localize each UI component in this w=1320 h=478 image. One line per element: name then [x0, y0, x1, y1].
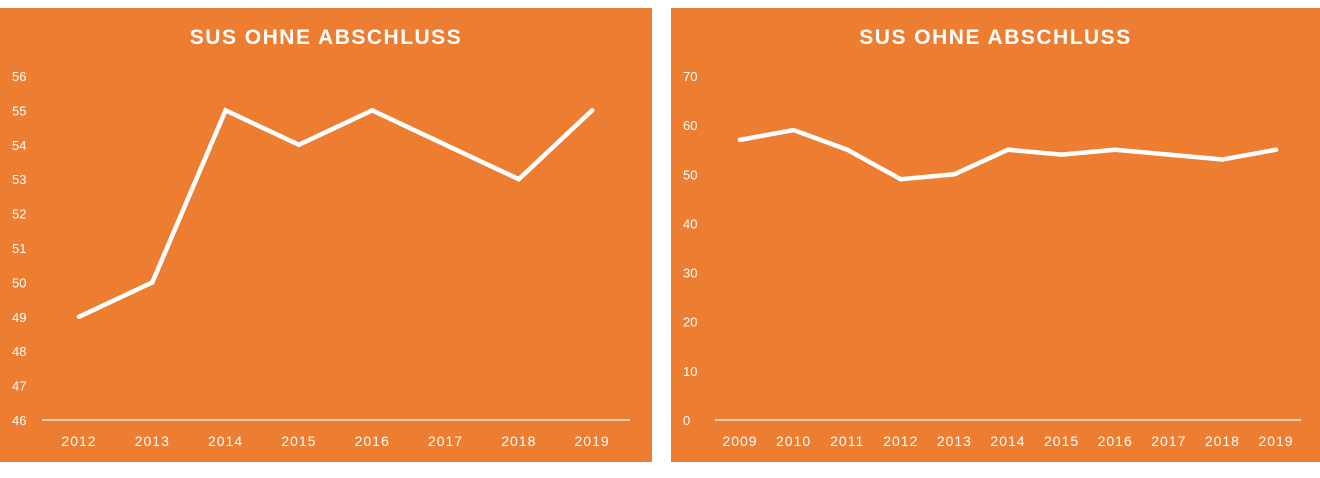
y-tick-label: 54 — [12, 138, 26, 153]
x-tick-label: 2015 — [1044, 433, 1079, 449]
data-point — [296, 142, 302, 147]
data-point — [223, 108, 228, 113]
x-tick-label: 2013 — [135, 433, 170, 449]
x-tick-label: 2011 — [830, 433, 864, 449]
data-point — [1113, 147, 1118, 152]
line-chart-left: 46 47 48 49 50 51 52 53 54 55 56 2012 2013 2014 2015 20… — [12, 69, 630, 449]
chart-panel-left: SUS OHNE ABSCHLUSS 46 47 48 49 50 51 52 53 54 55 5… — [0, 8, 652, 462]
x-tick-label: 2016 — [1098, 433, 1133, 449]
y-tick-label: 55 — [12, 103, 26, 118]
y-tick-label: 48 — [12, 344, 26, 359]
x-tick-label: 2017 — [428, 433, 463, 449]
data-point — [1273, 147, 1279, 152]
y-tick-label: 49 — [12, 310, 26, 325]
y-tick-label: 20 — [683, 315, 697, 330]
data-point — [737, 137, 743, 143]
y-tick-label: 40 — [683, 216, 697, 231]
data-point — [952, 172, 957, 177]
data-point — [589, 108, 595, 113]
x-tick-label: 2009 — [722, 433, 757, 449]
y-tick-label: 60 — [683, 118, 697, 133]
x-tick-label: 2013 — [937, 433, 972, 449]
x-tick-label: 2012 — [61, 433, 96, 449]
y-tick-label: 0 — [683, 413, 690, 428]
y-tick-label: 30 — [683, 266, 697, 281]
data-point — [1059, 152, 1064, 157]
chart-panel-right: SUS OHNE ABSCHLUSS 0 10 20 30 40 50 60 70 2009 20… — [671, 8, 1320, 462]
y-tick-label: 50 — [12, 275, 26, 290]
data-point — [76, 314, 82, 319]
data-point — [1220, 157, 1225, 162]
line-chart-right: 0 10 20 30 40 50 60 70 2009 2010 2011 2012 2013 2014 2… — [683, 69, 1301, 449]
x-tick-label: 2016 — [355, 433, 390, 449]
data-point — [898, 177, 903, 182]
y-tick-label: 51 — [12, 241, 26, 256]
x-tick-label: 2019 — [1258, 433, 1293, 449]
data-point — [1005, 147, 1011, 152]
x-tick-label: 2014 — [208, 433, 243, 449]
y-tick-label: 50 — [683, 167, 697, 182]
x-tick-label: 2012 — [883, 433, 918, 449]
chart-title-left: SUS OHNE ABSCHLUSS — [189, 26, 463, 49]
data-point — [845, 147, 850, 152]
x-tick-label: 2010 — [776, 433, 811, 449]
series-line — [76, 107, 595, 320]
data-point — [443, 142, 448, 147]
y-tick-label: 10 — [683, 364, 697, 379]
y-tick-label: 53 — [12, 172, 26, 187]
y-tick-label: 52 — [12, 207, 26, 222]
x-tick-label: 2018 — [1205, 433, 1240, 449]
data-point — [791, 127, 796, 133]
x-tick-label: 2018 — [501, 433, 536, 449]
y-tick-label: 47 — [12, 379, 26, 394]
chart-title-right: SUS OHNE ABSCHLUSS — [859, 26, 1132, 49]
x-tick-label: 2017 — [1151, 433, 1186, 449]
data-point — [150, 280, 155, 285]
data-point — [1166, 152, 1171, 157]
data-point — [370, 108, 375, 113]
x-tick-label: 2019 — [575, 433, 610, 449]
y-tick-label: 56 — [12, 69, 26, 84]
data-point — [516, 177, 521, 182]
x-tick-label: 2015 — [281, 433, 316, 449]
y-tick-label: 70 — [683, 69, 697, 84]
y-tick-label: 46 — [12, 413, 26, 428]
x-tick-label: 2014 — [990, 433, 1025, 449]
